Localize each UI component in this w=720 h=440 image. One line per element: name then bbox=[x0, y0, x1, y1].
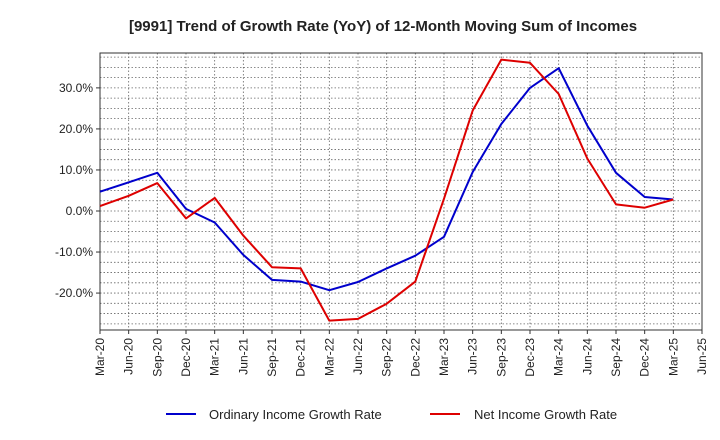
data-point bbox=[185, 217, 187, 219]
data-point bbox=[672, 198, 674, 200]
chart-title: [9991] Trend of Growth Rate (YoY) of 12-… bbox=[129, 18, 637, 35]
x-tick-label: Jun-22 bbox=[351, 338, 365, 375]
grid bbox=[99, 53, 703, 330]
series-lines bbox=[99, 58, 674, 322]
data-point bbox=[414, 255, 416, 257]
x-tick-label: Mar-21 bbox=[208, 338, 222, 376]
data-point bbox=[443, 236, 445, 238]
data-point bbox=[128, 181, 130, 183]
x-tick-label: Sep-22 bbox=[380, 338, 394, 377]
x-tick-label: Mar-20 bbox=[93, 338, 107, 376]
axes: -20.0% -10.0% 0.0% 10.0% 20.0% 30.0% Mar-20 Jun… bbox=[55, 52, 709, 377]
data-point bbox=[328, 319, 330, 321]
data-point bbox=[185, 208, 187, 210]
data-point bbox=[357, 318, 359, 320]
data-point bbox=[300, 267, 302, 269]
data-point bbox=[99, 205, 101, 207]
data-point bbox=[529, 87, 531, 89]
x-tick-label: Mar-25 bbox=[666, 338, 680, 376]
x-tick-label: Sep-24 bbox=[609, 338, 623, 377]
y-tick-label: 30.0% bbox=[59, 81, 93, 95]
data-point bbox=[472, 109, 474, 111]
data-point bbox=[128, 195, 130, 197]
legend: Ordinary Income Growth Rate Net Income Gr… bbox=[166, 407, 617, 422]
x-tick-label: Dec-20 bbox=[179, 338, 193, 377]
data-point bbox=[242, 234, 244, 236]
x-tick-label: Dec-22 bbox=[408, 338, 422, 377]
data-point bbox=[586, 157, 588, 159]
x-tick-label: Mar-24 bbox=[552, 338, 566, 376]
y-tick-label: 0.0% bbox=[66, 204, 94, 218]
x-tick-label: Mar-23 bbox=[437, 338, 451, 376]
x-tick-label: Jun-21 bbox=[236, 338, 250, 375]
data-point bbox=[558, 93, 560, 95]
data-point bbox=[644, 196, 646, 198]
data-point bbox=[615, 172, 617, 174]
series-line-1 bbox=[99, 58, 674, 322]
x-tick-label: Dec-21 bbox=[294, 338, 308, 377]
data-point bbox=[500, 123, 502, 125]
x-tick-label: Sep-23 bbox=[494, 338, 508, 377]
x-tick-label: Jun-20 bbox=[122, 338, 136, 375]
data-point bbox=[357, 281, 359, 283]
data-point bbox=[644, 207, 646, 209]
y-tick-label: 10.0% bbox=[59, 163, 93, 177]
data-point bbox=[242, 254, 244, 256]
data-point bbox=[500, 58, 502, 60]
data-point bbox=[214, 197, 216, 199]
x-tick-label: Jun-23 bbox=[466, 338, 480, 375]
data-point bbox=[443, 198, 445, 200]
legend-label: Ordinary Income Growth Rate bbox=[209, 407, 382, 422]
data-point bbox=[271, 266, 273, 268]
data-point bbox=[586, 124, 588, 126]
data-point bbox=[529, 62, 531, 64]
x-tick-label: Jun-24 bbox=[580, 338, 594, 375]
data-point bbox=[414, 280, 416, 282]
data-point bbox=[328, 289, 330, 291]
data-point bbox=[386, 267, 388, 269]
data-point bbox=[472, 171, 474, 173]
x-tick-label: Sep-20 bbox=[150, 338, 164, 377]
x-tick-label: Jun-25 bbox=[695, 338, 709, 375]
y-tick-label: -10.0% bbox=[55, 245, 93, 259]
data-point bbox=[271, 279, 273, 281]
data-point bbox=[300, 280, 302, 282]
y-tick-label: 20.0% bbox=[59, 122, 93, 136]
series-line-0 bbox=[99, 67, 674, 292]
plot-frame bbox=[99, 52, 703, 331]
data-point bbox=[156, 182, 158, 184]
data-point bbox=[156, 172, 158, 174]
legend-label: Net Income Growth Rate bbox=[474, 407, 617, 422]
data-point bbox=[214, 221, 216, 223]
data-point bbox=[558, 67, 560, 69]
y-tick-label: -20.0% bbox=[55, 286, 93, 300]
x-tick-label: Dec-24 bbox=[638, 338, 652, 377]
x-tick-label: Dec-23 bbox=[523, 338, 537, 377]
x-tick-label: Sep-21 bbox=[265, 338, 279, 377]
x-tick-label: Mar-22 bbox=[322, 338, 336, 376]
data-point bbox=[99, 191, 101, 193]
data-point bbox=[615, 203, 617, 205]
data-point bbox=[386, 303, 388, 305]
